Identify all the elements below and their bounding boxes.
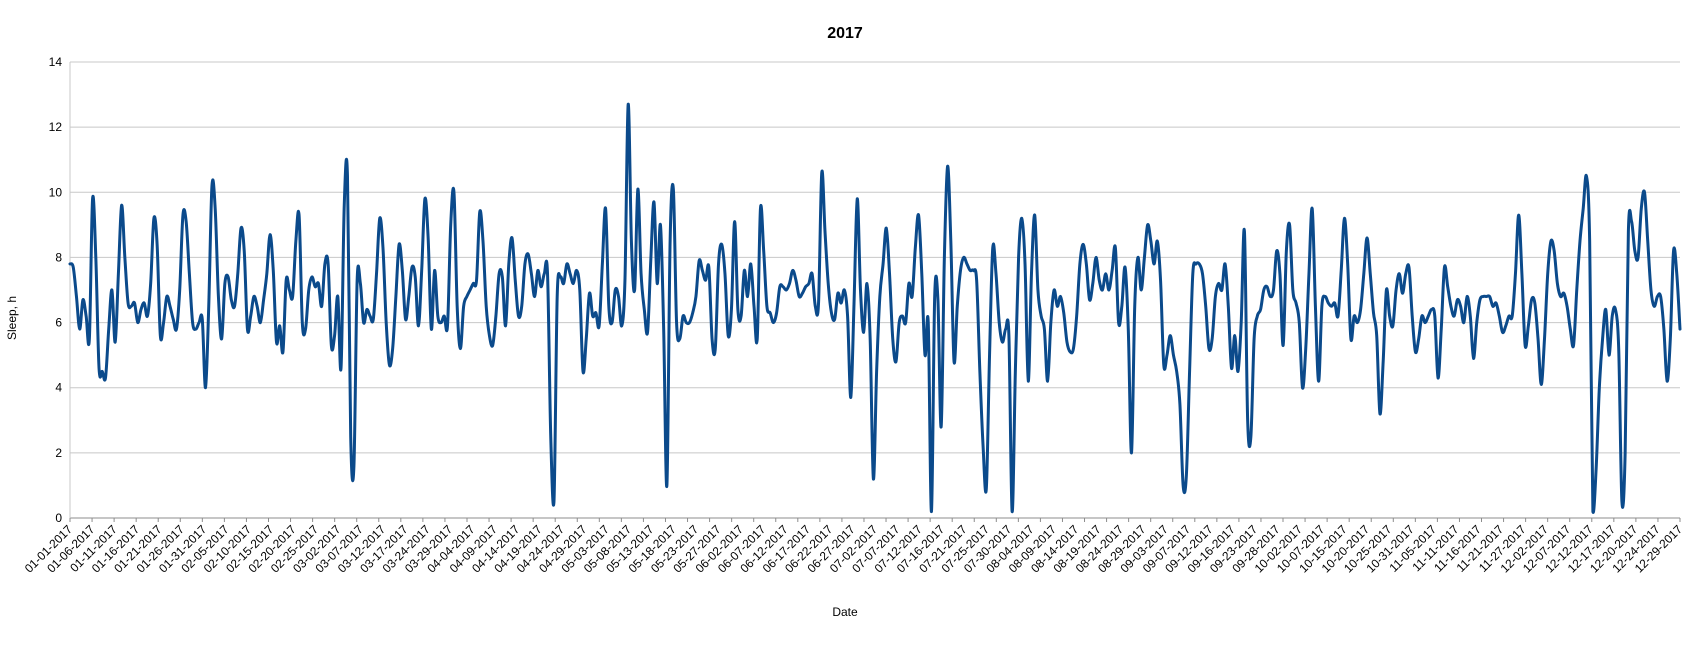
y-tick-label: 4 [55,381,62,395]
y-tick-label: 8 [55,250,62,264]
y-tick-labels: 0 2 4 6 8 10 12 14 [49,55,63,525]
x-tick-labels: 01-01-201701-06-201701-11-201701-16-2017… [22,522,1686,576]
y-tick-label: 0 [55,511,62,525]
series-line [68,102,1682,514]
x-axis-title: Date [832,605,858,619]
y-tick-label: 2 [55,446,62,460]
y-tick-label: 6 [55,316,62,330]
chart-title: 2017 [827,25,863,42]
y-axis-title: Sleep, h [5,296,19,340]
y-tick-label: 14 [49,55,63,69]
axes [69,62,1681,522]
y-tick-label: 10 [49,185,63,199]
y-tick-label: 12 [49,120,63,134]
